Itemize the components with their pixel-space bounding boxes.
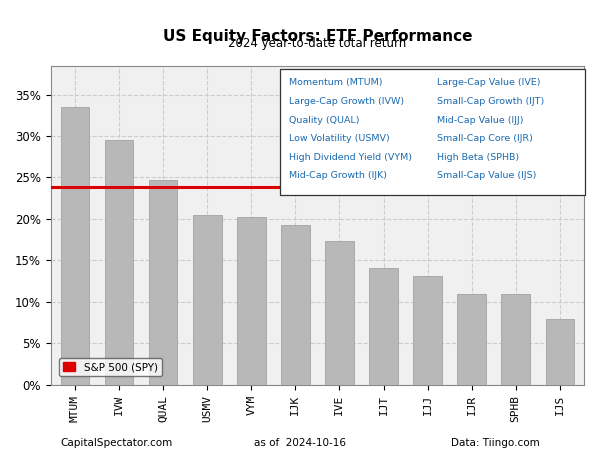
Text: Small-Cap Growth (IJT): Small-Cap Growth (IJT) bbox=[437, 97, 545, 106]
Text: High Dividend Yield (VYM): High Dividend Yield (VYM) bbox=[289, 153, 412, 162]
Bar bbox=[325, 241, 354, 385]
Bar bbox=[413, 276, 442, 385]
Text: Large-Cap Growth (IVW): Large-Cap Growth (IVW) bbox=[289, 97, 404, 106]
Bar bbox=[105, 140, 133, 385]
Title: US Equity Factors: ETF Performance: US Equity Factors: ETF Performance bbox=[163, 28, 472, 44]
Text: as of  2024-10-16: as of 2024-10-16 bbox=[254, 438, 346, 448]
Text: High Beta (SPHB): High Beta (SPHB) bbox=[437, 153, 520, 162]
Bar bbox=[237, 217, 266, 385]
Bar bbox=[149, 180, 178, 385]
Text: Data: Tiingo.com: Data: Tiingo.com bbox=[451, 438, 540, 448]
Bar bbox=[457, 293, 486, 385]
Bar bbox=[193, 215, 221, 385]
Text: 2024 year-to-date total return: 2024 year-to-date total return bbox=[228, 36, 407, 50]
FancyBboxPatch shape bbox=[280, 69, 585, 195]
Text: CapitalSpectator.com: CapitalSpectator.com bbox=[60, 438, 172, 448]
Text: Low Volatility (USMV): Low Volatility (USMV) bbox=[289, 134, 390, 143]
Bar bbox=[281, 225, 310, 385]
Bar bbox=[369, 268, 398, 385]
Text: Quality (QUAL): Quality (QUAL) bbox=[289, 116, 359, 125]
Text: Small-Cap Core (IJR): Small-Cap Core (IJR) bbox=[437, 134, 533, 143]
Text: Momentum (MTUM): Momentum (MTUM) bbox=[289, 78, 383, 87]
Bar bbox=[545, 319, 574, 385]
Text: Mid-Cap Growth (IJK): Mid-Cap Growth (IJK) bbox=[289, 171, 387, 180]
Legend: S&P 500 (SPY): S&P 500 (SPY) bbox=[59, 358, 162, 376]
Bar bbox=[502, 294, 530, 385]
Text: Large-Cap Value (IVE): Large-Cap Value (IVE) bbox=[437, 78, 541, 87]
Bar bbox=[61, 107, 89, 385]
Text: Mid-Cap Value (IJJ): Mid-Cap Value (IJJ) bbox=[437, 116, 524, 125]
Text: Small-Cap Value (IJS): Small-Cap Value (IJS) bbox=[437, 171, 537, 180]
